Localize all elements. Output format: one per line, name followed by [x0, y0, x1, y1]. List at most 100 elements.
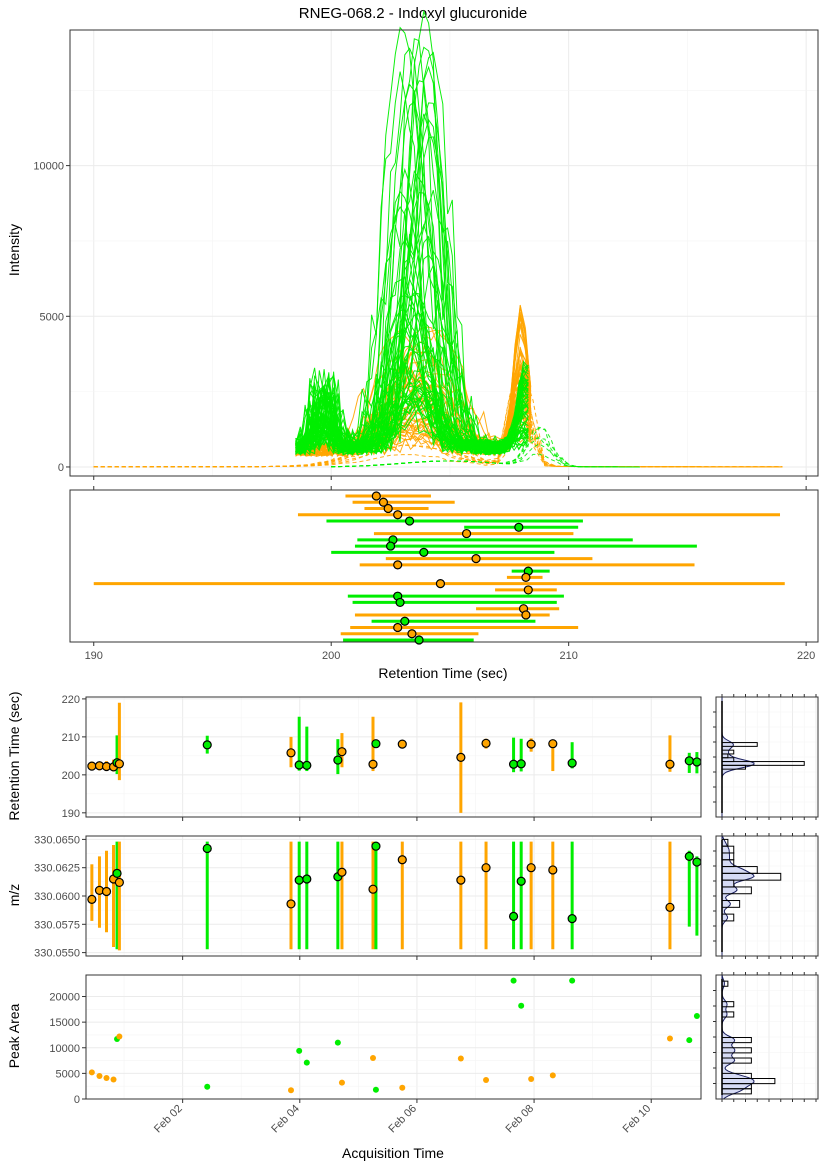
data-point [337, 867, 347, 877]
data-point [665, 759, 675, 769]
y-axis-label-peak-area: Peak Area [6, 1003, 22, 1068]
data-point [294, 760, 304, 770]
rt-point [514, 522, 524, 532]
eic-trace-green [295, 9, 529, 456]
rt-point [371, 491, 381, 501]
rt-point [393, 510, 403, 520]
x-tick-label-date: Feb 02 [152, 1103, 185, 1136]
eic-trace-green [295, 356, 529, 454]
rt-point [523, 585, 533, 595]
y-tick-label: 330.0575 [34, 919, 80, 931]
data-point [302, 874, 312, 884]
x-axis-label-acquisition-time: Acquisition Time [342, 1145, 444, 1161]
panel-frame [715, 974, 819, 1100]
rt-point [521, 572, 531, 582]
data-point [508, 911, 519, 921]
eic-trace-green [295, 392, 529, 456]
hist-area [713, 972, 819, 1102]
panel-frame [85, 696, 702, 818]
data-point [510, 977, 517, 984]
data-point [456, 752, 466, 762]
data-point [481, 738, 491, 748]
data-point [526, 739, 536, 749]
rt-point [404, 516, 415, 526]
data-point [371, 739, 381, 749]
panel-frame [69, 29, 819, 477]
y-tick-label: 20000 [49, 992, 80, 1004]
data-point [88, 1069, 95, 1076]
eic-trace-green [295, 65, 529, 454]
data-point [692, 757, 702, 767]
y-tick-label: 330.0625 [34, 863, 80, 875]
panel-frame [715, 835, 819, 957]
rt-point [400, 616, 410, 626]
data-point [397, 739, 407, 749]
data-point [87, 894, 97, 904]
y-tick-label: 15000 [49, 1017, 80, 1029]
y-tick-label: 330.0650 [34, 834, 80, 846]
x-tick-label-date: Feb 10 [621, 1103, 654, 1136]
y-axis-label-mz: m/z [6, 884, 22, 907]
data-point [96, 1072, 103, 1079]
data-point [338, 1079, 345, 1086]
panel-area-vs-time: 0 5000 10000 15000 20000 Feb 02 Feb 04 Feb 06 Fe… [49, 974, 702, 1136]
data-point [481, 863, 491, 873]
data-point [286, 899, 296, 909]
x-tick-label: 220 [797, 650, 815, 662]
data-point [549, 1072, 556, 1079]
x-tick-label: 210 [559, 650, 577, 662]
data-point [296, 1047, 303, 1054]
data-point [334, 1039, 341, 1046]
data-point [397, 855, 407, 865]
rt-point [435, 579, 446, 589]
y-tick-label: 5000 [56, 1068, 80, 1080]
panel-frame [85, 835, 702, 957]
rt-point [393, 622, 403, 633]
data-point [110, 1076, 117, 1083]
data-point [518, 1002, 525, 1009]
x-axis-label-retention-time: Retention Time (sec) [378, 665, 507, 681]
rt-point [407, 629, 417, 639]
y-tick-label: 200 [62, 770, 80, 782]
y-axis-label-rt: Retention Time (sec) [6, 691, 22, 820]
rt-point [378, 497, 389, 507]
data-point [516, 759, 526, 769]
eic-trace-green [295, 385, 529, 456]
eic-trace-orange-dashed [93, 365, 783, 468]
y-axis-label-intensity: Intensity [6, 224, 22, 276]
y-tick-label: 10000 [49, 1043, 80, 1055]
data-point [666, 1035, 673, 1042]
data-point [372, 1086, 379, 1093]
data-point [294, 875, 304, 885]
rt-point [414, 635, 424, 645]
data-point [548, 865, 558, 875]
y-tick-label: 220 [62, 694, 80, 706]
data-point [204, 1083, 211, 1090]
data-point [371, 841, 381, 851]
data-point [684, 756, 694, 766]
data-point [368, 884, 378, 894]
y-tick-label: 10000 [33, 161, 64, 173]
eic-trace-green [295, 382, 529, 456]
x-tick-label: 190 [85, 650, 103, 662]
data-point [368, 759, 378, 769]
data-point [288, 1087, 294, 1094]
y-tick-label: 330.0550 [34, 948, 80, 960]
data-point [567, 758, 577, 768]
eic-trace-green [295, 369, 529, 457]
eic-traces [93, 9, 783, 468]
panel-rt-ranges: 190 200 210 220 [69, 486, 819, 662]
panel-frame [715, 696, 819, 818]
data-point [399, 1084, 406, 1091]
eic-trace-green-dashed [331, 453, 640, 468]
data-point [528, 1076, 535, 1083]
data-point [684, 851, 694, 861]
data-point [87, 761, 97, 771]
hist-mz [713, 833, 819, 959]
data-point [286, 748, 296, 758]
data-point [302, 760, 312, 770]
data-point [548, 739, 558, 749]
y-tick-label: 5000 [40, 311, 64, 323]
data-point [569, 977, 576, 984]
